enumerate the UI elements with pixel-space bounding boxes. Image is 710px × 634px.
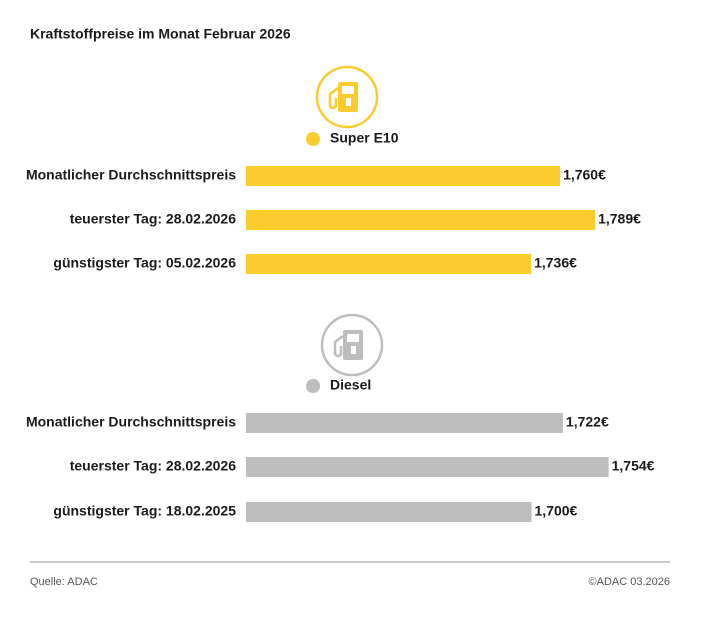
legend-marker — [306, 132, 320, 146]
source: Quelle: ADAC — [30, 576, 98, 588]
value-label: 1,722€ — [566, 414, 609, 430]
fuel-icon — [320, 313, 384, 377]
bar — [246, 502, 532, 522]
copyright: ©ADAC 03.2026 — [589, 576, 671, 588]
value-label: 1,760€ — [563, 167, 606, 183]
legend-label: Super E10 — [330, 130, 399, 146]
bar — [246, 166, 561, 186]
value-label: 1,700€ — [535, 503, 578, 519]
chart-title: Kraftstoffpreise im Monat Februar 2026 — [30, 26, 291, 42]
legend-label: Diesel — [330, 377, 371, 393]
bar — [246, 210, 596, 230]
category-label: Monatlicher Durchschnittspreis — [26, 167, 236, 183]
value-label: 1,789€ — [598, 211, 641, 227]
category-label: teuerster Tag: 28.02.2026 — [70, 211, 236, 227]
value-label: 1,754€ — [612, 458, 655, 474]
fuel-icon — [315, 65, 379, 129]
bar — [246, 413, 563, 433]
category-label: teuerster Tag: 28.02.2026 — [70, 458, 236, 474]
legend-marker — [306, 379, 320, 393]
category-label: günstigster Tag: 05.02.2026 — [53, 255, 236, 271]
bar — [246, 457, 609, 477]
category-label: Monatlicher Durchschnittspreis — [26, 414, 236, 430]
category-label: günstigster Tag: 18.02.2025 — [53, 503, 236, 519]
bar — [246, 254, 532, 274]
value-label: 1,736€ — [534, 255, 577, 271]
